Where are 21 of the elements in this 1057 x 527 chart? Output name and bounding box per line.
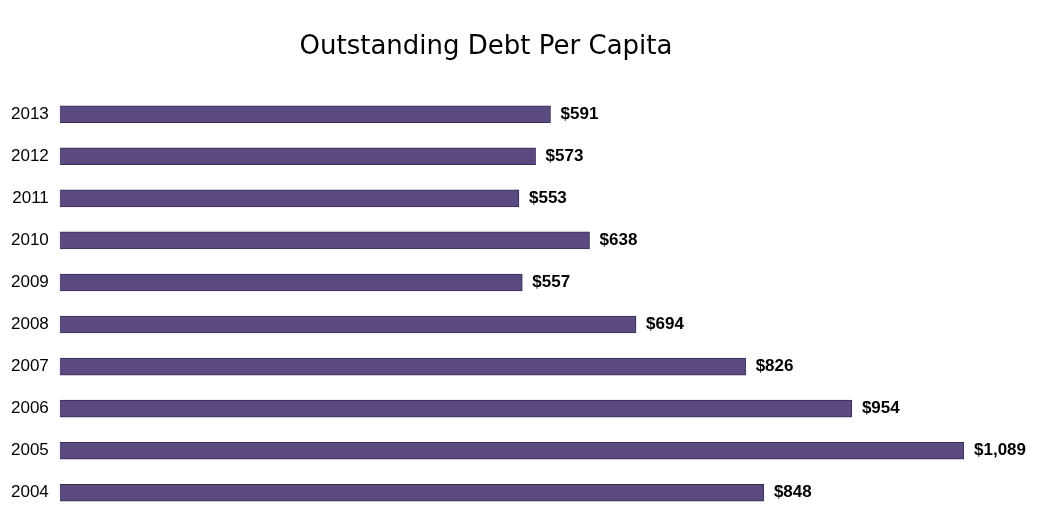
data-label: $553 [528,188,567,208]
data-label: $694 [646,314,685,334]
y-tick-label: 2013 [10,103,49,123]
data-label: $954 [861,398,901,418]
chart-title: Outstanding Debt Per Capita [299,30,673,61]
data-label: $826 [755,356,794,376]
y-tick-label: 2008 [10,314,49,334]
data-label: $848 [773,482,812,502]
y-tick-label: 2010 [10,230,49,250]
data-label: $557 [532,272,571,292]
y-tick-label: 2005 [10,440,49,460]
data-label: $638 [599,230,638,250]
y-tick-label: 2006 [10,398,49,418]
y-tick-label: 2011 [12,188,49,208]
y-tick-label: 2004 [10,482,49,502]
y-tick-label: 2007 [10,356,49,376]
y-tick-label: 2009 [10,272,49,292]
data-label: $573 [545,145,584,165]
data-label: $591 [560,103,599,123]
data-label: $1,089 [974,440,1026,460]
y-tick-label: 2012 [10,145,49,165]
